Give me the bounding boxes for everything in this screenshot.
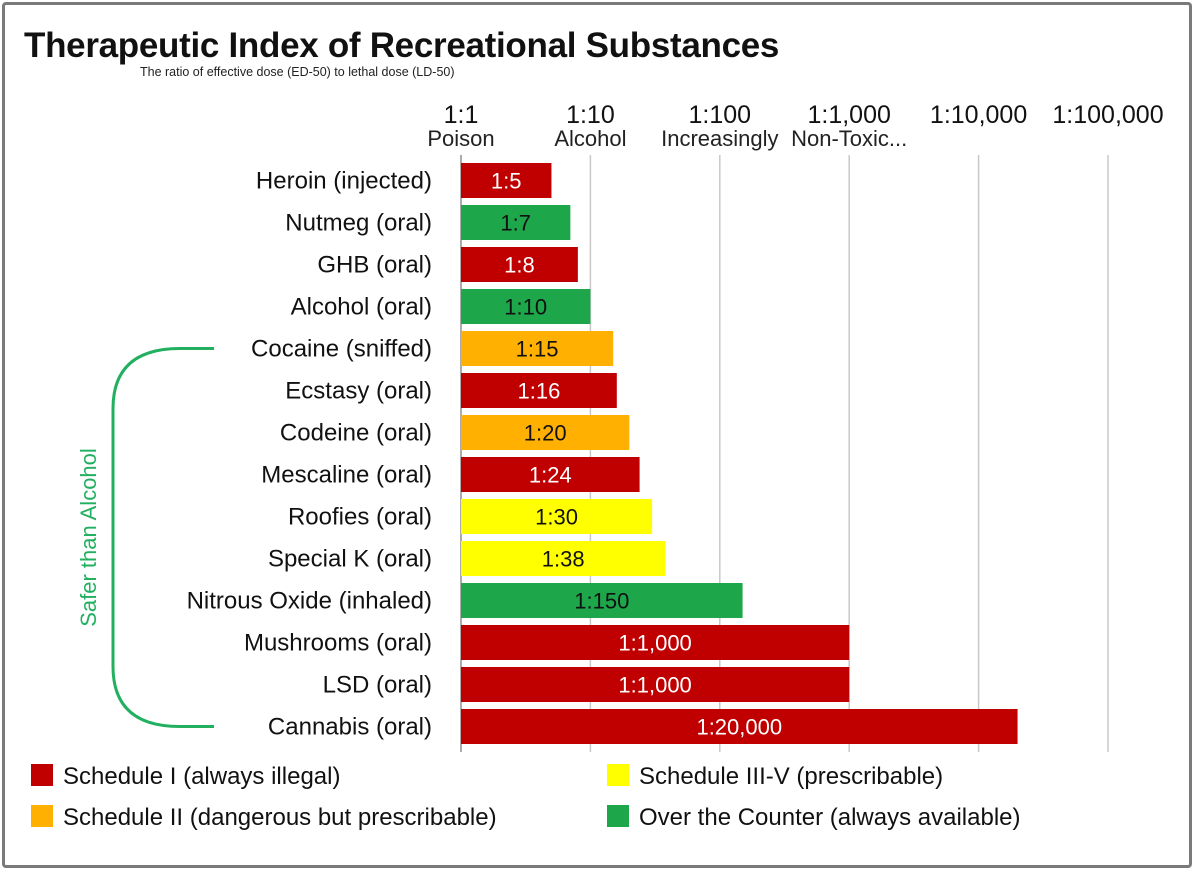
bar-value-label: 1:1,000 bbox=[618, 631, 691, 656]
category-label: Heroin (injected) bbox=[256, 168, 432, 195]
legend-label-schedule2: Schedule II (dangerous but prescribable) bbox=[63, 804, 497, 831]
x-tick-label: 1:1,000 bbox=[807, 101, 890, 129]
x-tick-note: Increasingly bbox=[661, 126, 778, 151]
bar-codeine-oral bbox=[461, 415, 630, 450]
bar-value-label: 1:15 bbox=[516, 337, 559, 362]
legend-label-otc: Over the Counter (always available) bbox=[639, 804, 1021, 831]
bracket-label: Safer than Alcohol bbox=[76, 448, 101, 627]
x-tick-label: 1:10,000 bbox=[930, 101, 1027, 129]
bar-alcohol-oral bbox=[461, 289, 591, 324]
bar-mescaline-oral bbox=[461, 457, 640, 492]
category-label: GHB (oral) bbox=[317, 252, 432, 279]
legend-swatch-schedule2 bbox=[31, 805, 53, 827]
x-tick-note: Alcohol bbox=[554, 126, 626, 151]
x-tick-label: 1:1 bbox=[444, 101, 479, 129]
chart-subtitle: The ratio of effective dose (ED-50) to l… bbox=[140, 65, 455, 79]
legend: Schedule I (always illegal) Schedule III-… bbox=[31, 763, 1021, 831]
safer-than-alcohol-bracket: Safer than Alcohol bbox=[76, 347, 214, 728]
legend-label-schedule3: Schedule III-V (prescribable) bbox=[639, 763, 943, 790]
chart-title: Therapeutic Index of Recreational Substa… bbox=[24, 26, 780, 65]
bar-lsd-oral bbox=[461, 667, 850, 702]
x-tick-note: Non-Toxic... bbox=[791, 126, 907, 151]
bar-ecstasy-oral bbox=[461, 373, 617, 408]
category-label: Alcohol (oral) bbox=[291, 294, 432, 321]
x-tick-label: 1:100 bbox=[689, 101, 752, 129]
bar-value-label: 1:8 bbox=[504, 253, 535, 278]
bracket-line bbox=[111, 347, 214, 728]
legend-label-schedule1: Schedule I (always illegal) bbox=[63, 763, 340, 790]
category-label: LSD (oral) bbox=[323, 672, 432, 699]
bar-value-label: 1:1,000 bbox=[618, 673, 691, 698]
bar-mushrooms-oral bbox=[461, 625, 850, 660]
legend-swatch-schedule3 bbox=[607, 764, 629, 786]
category-label: Cocaine (sniffed) bbox=[251, 336, 432, 363]
grid-lines bbox=[460, 155, 1109, 752]
bar-value-label: 1:150 bbox=[574, 589, 629, 614]
bar-value-label: 1:10 bbox=[504, 295, 547, 320]
category-label: Nitrous Oxide (inhaled) bbox=[187, 588, 432, 615]
bar-value-label: 1:16 bbox=[517, 379, 560, 404]
category-label: Ecstasy (oral) bbox=[285, 378, 432, 405]
bar-heroin-injected bbox=[461, 163, 552, 198]
category-label: Cannabis (oral) bbox=[268, 714, 432, 741]
x-tick-label: 1:100,000 bbox=[1052, 101, 1163, 129]
bar-roofies-oral bbox=[461, 499, 653, 534]
category-label: Special K (oral) bbox=[268, 546, 432, 573]
category-label: Codeine (oral) bbox=[280, 420, 432, 447]
legend-swatch-otc bbox=[607, 805, 629, 827]
bar-value-label: 1:38 bbox=[542, 547, 585, 572]
x-tick-note: Poison bbox=[427, 126, 494, 151]
legend-swatch-schedule1 bbox=[31, 764, 53, 786]
bars: 1:5 1:7 1:8 1:10 1:15 1:16 1:20 1:24 1:30 1:38 1:1… bbox=[461, 163, 1018, 744]
bar-special-k-oral bbox=[461, 541, 666, 576]
category-labels: Heroin (injected) Nutmeg (oral) GHB (oral)… bbox=[187, 168, 432, 741]
category-label: Roofies (oral) bbox=[288, 504, 432, 531]
bar-value-label: 1:20,000 bbox=[696, 715, 782, 740]
x-tick-label: 1:10 bbox=[566, 101, 615, 129]
bar-nitrous-oxide-inhaled bbox=[461, 583, 743, 618]
bar-cannabis-oral bbox=[461, 709, 1018, 744]
bar-value-label: 1:20 bbox=[524, 421, 567, 446]
bar-cocaine-sniffed bbox=[461, 331, 614, 366]
bar-nutmeg-oral bbox=[461, 205, 571, 240]
bar-value-label: 1:30 bbox=[535, 505, 578, 530]
category-label: Nutmeg (oral) bbox=[285, 210, 432, 237]
category-label: Mescaline (oral) bbox=[261, 462, 432, 489]
bar-value-label: 1:24 bbox=[529, 463, 572, 488]
bar-ghb-oral bbox=[461, 247, 578, 282]
category-label: Mushrooms (oral) bbox=[244, 630, 432, 657]
bar-value-label: 1:7 bbox=[500, 211, 531, 236]
bar-value-label: 1:5 bbox=[491, 169, 522, 194]
